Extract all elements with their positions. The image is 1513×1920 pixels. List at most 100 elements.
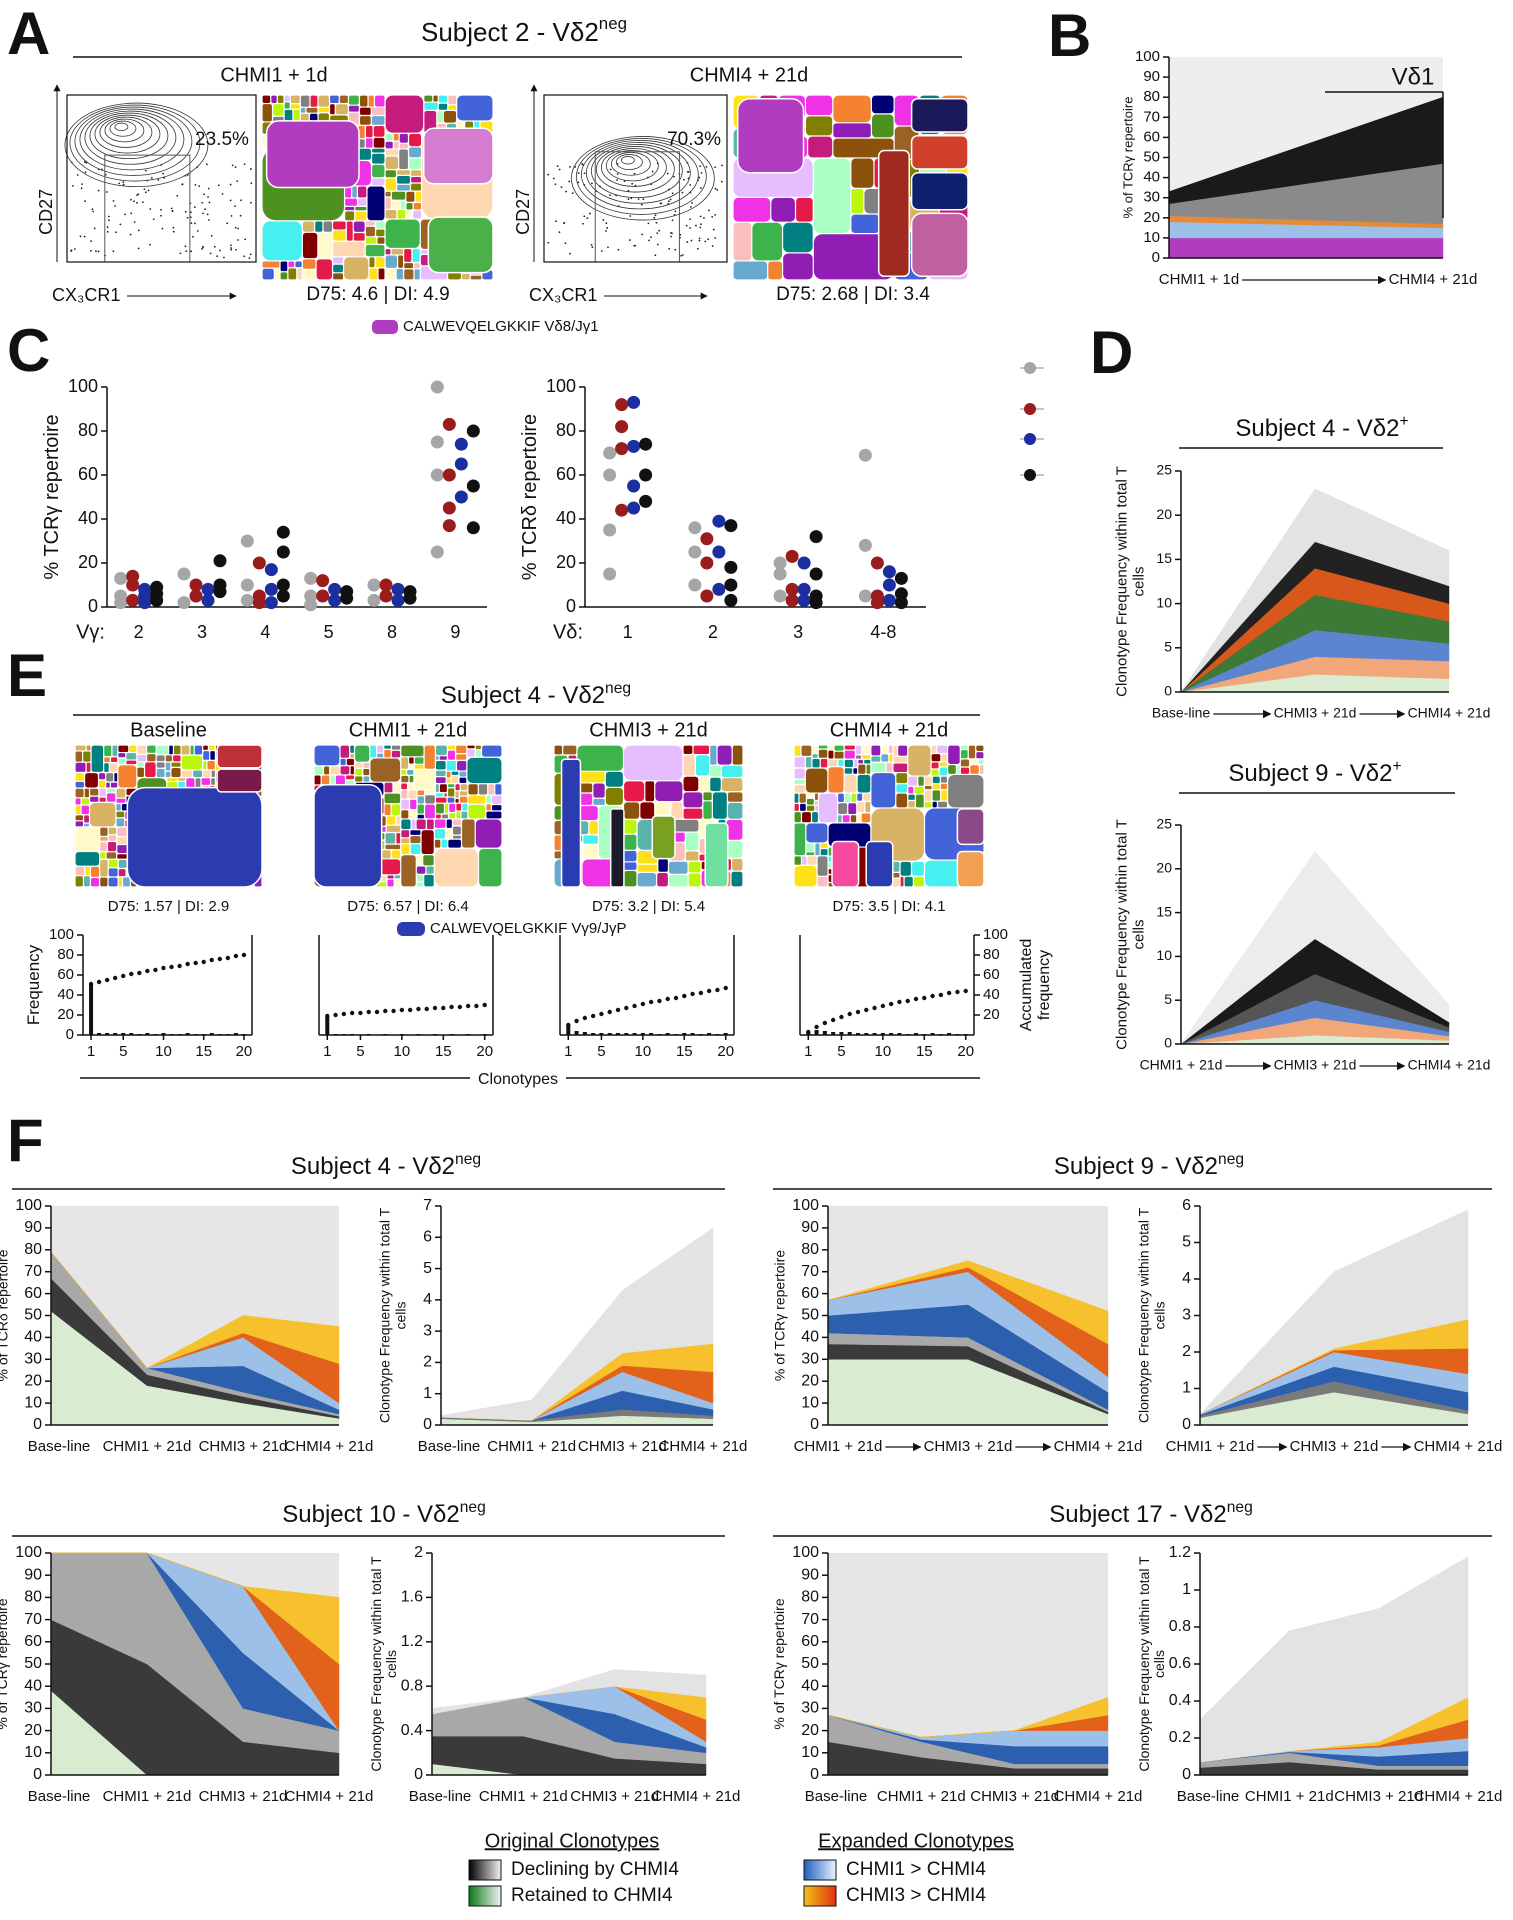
treemap-block (75, 821, 84, 827)
treemap-block (409, 147, 421, 158)
contour (610, 152, 651, 176)
treemap-block (475, 750, 481, 757)
stacked-area (1168, 237, 1444, 259)
accumulated-point (955, 989, 960, 995)
treemap-block (376, 221, 385, 229)
data-point (797, 593, 811, 607)
treemap-block (358, 186, 367, 198)
x-tick-label: CHMI1 + 21d (103, 1788, 192, 1805)
treemap-block (908, 794, 915, 800)
y-tick-label: 50 (801, 1655, 819, 1672)
data-point (316, 574, 330, 588)
treemap-block (624, 745, 683, 781)
bar (153, 1034, 158, 1035)
data-point (201, 582, 215, 596)
treemap-block (397, 170, 410, 175)
y-tick-label: 0 (1182, 1766, 1191, 1783)
x-tick-label: CHMI4 + 21d (1054, 1438, 1143, 1455)
treemap-block (385, 197, 391, 209)
treemap-block (657, 872, 668, 887)
event-dot (568, 180, 571, 183)
event-dot (616, 173, 619, 175)
stacked-area (431, 1669, 707, 1715)
treemap-block (385, 249, 391, 255)
event-dot (577, 181, 580, 184)
legend-label: Declining by CHMI4 (511, 1859, 679, 1880)
treemap-block (385, 219, 420, 248)
event-dot (249, 253, 252, 256)
accumulated-point (112, 975, 118, 981)
treemap-big-block (427, 216, 494, 274)
treemap-block (365, 245, 385, 257)
event-dot (648, 239, 650, 242)
bar (938, 1034, 943, 1035)
treemap-block (448, 105, 457, 110)
treemap-block (462, 273, 470, 280)
treemap-block (106, 773, 114, 782)
treemap-block (365, 221, 375, 226)
treemap-block (449, 813, 456, 819)
x-tick-label: CHMI3 + 21d (970, 1788, 1059, 1805)
treemap-block (306, 107, 318, 113)
accumulated-point (374, 1009, 380, 1015)
y-tick-label: 0.6 (1169, 1655, 1191, 1672)
x-tick-label: 5 (597, 1043, 605, 1060)
treemap-block (385, 156, 399, 170)
treemap-block (378, 268, 385, 280)
x-axis-label: CX₃CR1 (52, 285, 120, 305)
treemap-block (710, 745, 717, 765)
y-tick-label: 15 (1156, 550, 1172, 566)
panel-letter: F (7, 1107, 44, 1174)
treemap-block (407, 770, 414, 775)
event-dot (160, 214, 162, 217)
treemap-block (372, 164, 385, 178)
event-dot (172, 230, 175, 233)
bar (856, 1033, 860, 1035)
treemap-block (437, 110, 443, 123)
accumulated-point (913, 996, 919, 1002)
stacked-area (1199, 1209, 1469, 1415)
event-dot (147, 189, 150, 192)
treemap-block (732, 858, 743, 871)
treemap-block (340, 745, 350, 758)
treemap-block (123, 877, 130, 887)
treemap-block (451, 771, 459, 775)
diversity-index: D75: 2.68 | DI: 3.4 (776, 284, 930, 305)
y-tick-label: 25 (1156, 462, 1172, 478)
treemap-block (948, 775, 984, 808)
bar (225, 1034, 230, 1035)
x-tick-label: Base-line (418, 1438, 481, 1455)
treemap-block (851, 793, 857, 803)
y-tick-label: 10 (801, 1394, 819, 1411)
treemap-block (881, 754, 889, 762)
treemap-block (391, 249, 404, 255)
data-point (809, 567, 823, 581)
accumulated-point (209, 957, 214, 963)
treemap-block (165, 771, 171, 778)
event-dot (229, 183, 232, 186)
treemap-block (801, 745, 812, 756)
x-tick-label: CHMI4 + 21d (659, 1438, 748, 1455)
bar (449, 1034, 454, 1035)
event-dot (190, 211, 192, 214)
x-tick-label: 1 (564, 1043, 572, 1060)
treemap-block (794, 757, 805, 768)
treemap-block (355, 211, 367, 221)
treemap-block (365, 138, 373, 148)
x-tick-label: CHMI1 + 1d (1159, 271, 1239, 288)
treemap-block (424, 102, 438, 110)
data-point (304, 598, 318, 612)
event-dot (703, 217, 705, 219)
gate (104, 154, 191, 263)
treemap-block (482, 745, 502, 757)
event-dot (653, 216, 656, 219)
treemap-block (118, 869, 126, 877)
treemap-block (363, 762, 370, 768)
accumulated-point (129, 971, 134, 977)
data-point (403, 591, 417, 605)
data-point (150, 593, 164, 607)
data-point (391, 582, 405, 596)
treemap-block (75, 805, 81, 815)
contour (64, 102, 209, 188)
